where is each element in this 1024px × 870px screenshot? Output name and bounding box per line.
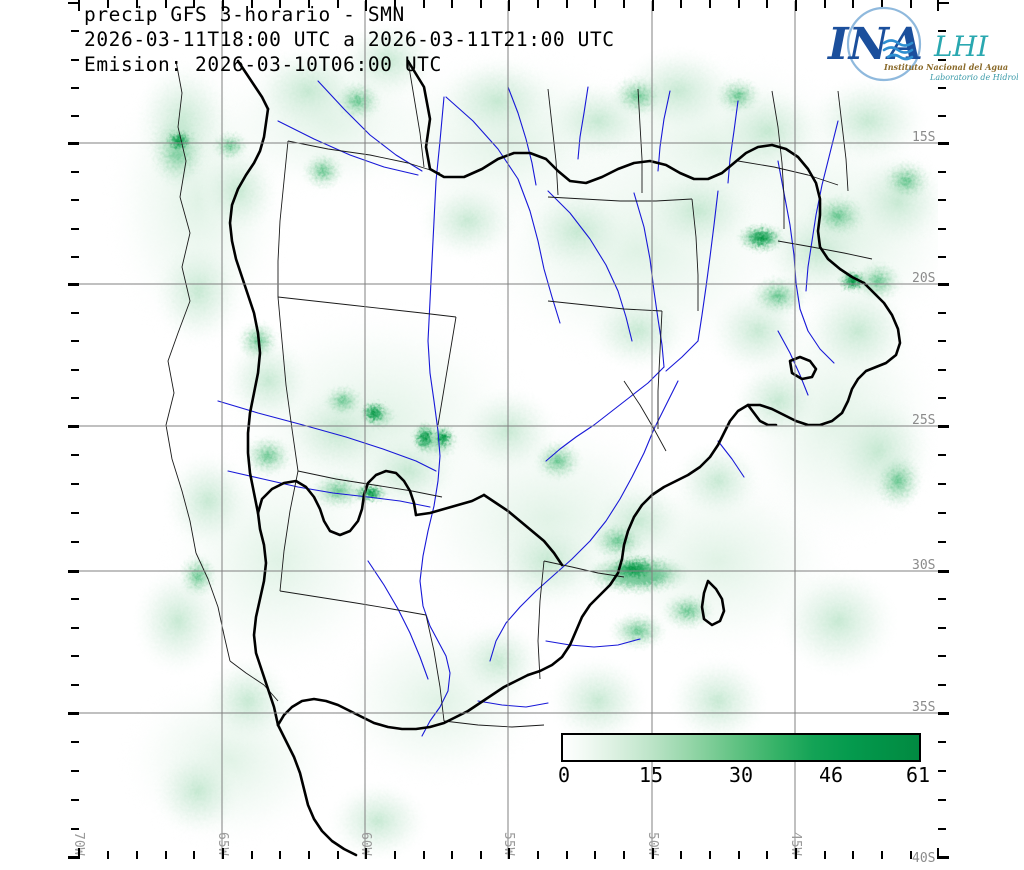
lat-label-15s: 15S [912,130,936,145]
colorbar-tick-0: 0 [557,763,571,787]
colorbar-tick-46: 46 [818,763,844,787]
lat-label-40s: 40S [912,851,936,866]
map-plot-area [78,1,938,859]
lat-label-30s: 30S [912,558,936,573]
coastline-layer [228,59,902,857]
colorbar-tick-30: 30 [728,763,754,787]
logo-subtitle-lhi: Laboratorio de Hidrologia [929,73,1018,82]
precipitation-colorbar: 0 15 30 46 61 [557,733,930,787]
colorbar-tick-15: 15 [638,763,664,787]
precipitation-field [103,21,938,859]
map-gridlines [78,1,938,859]
lat-label-20s: 20S [912,271,936,286]
rivers-layer [217,80,839,737]
lat-label-35s: 35S [912,700,936,715]
colorbar-tick-labels: 0 15 30 46 61 [557,763,930,787]
colorbar-gradient [561,733,921,762]
map-canvas [78,1,938,859]
colorbar-tick-61: 61 [905,763,931,787]
lat-label-25s: 25S [912,413,936,428]
